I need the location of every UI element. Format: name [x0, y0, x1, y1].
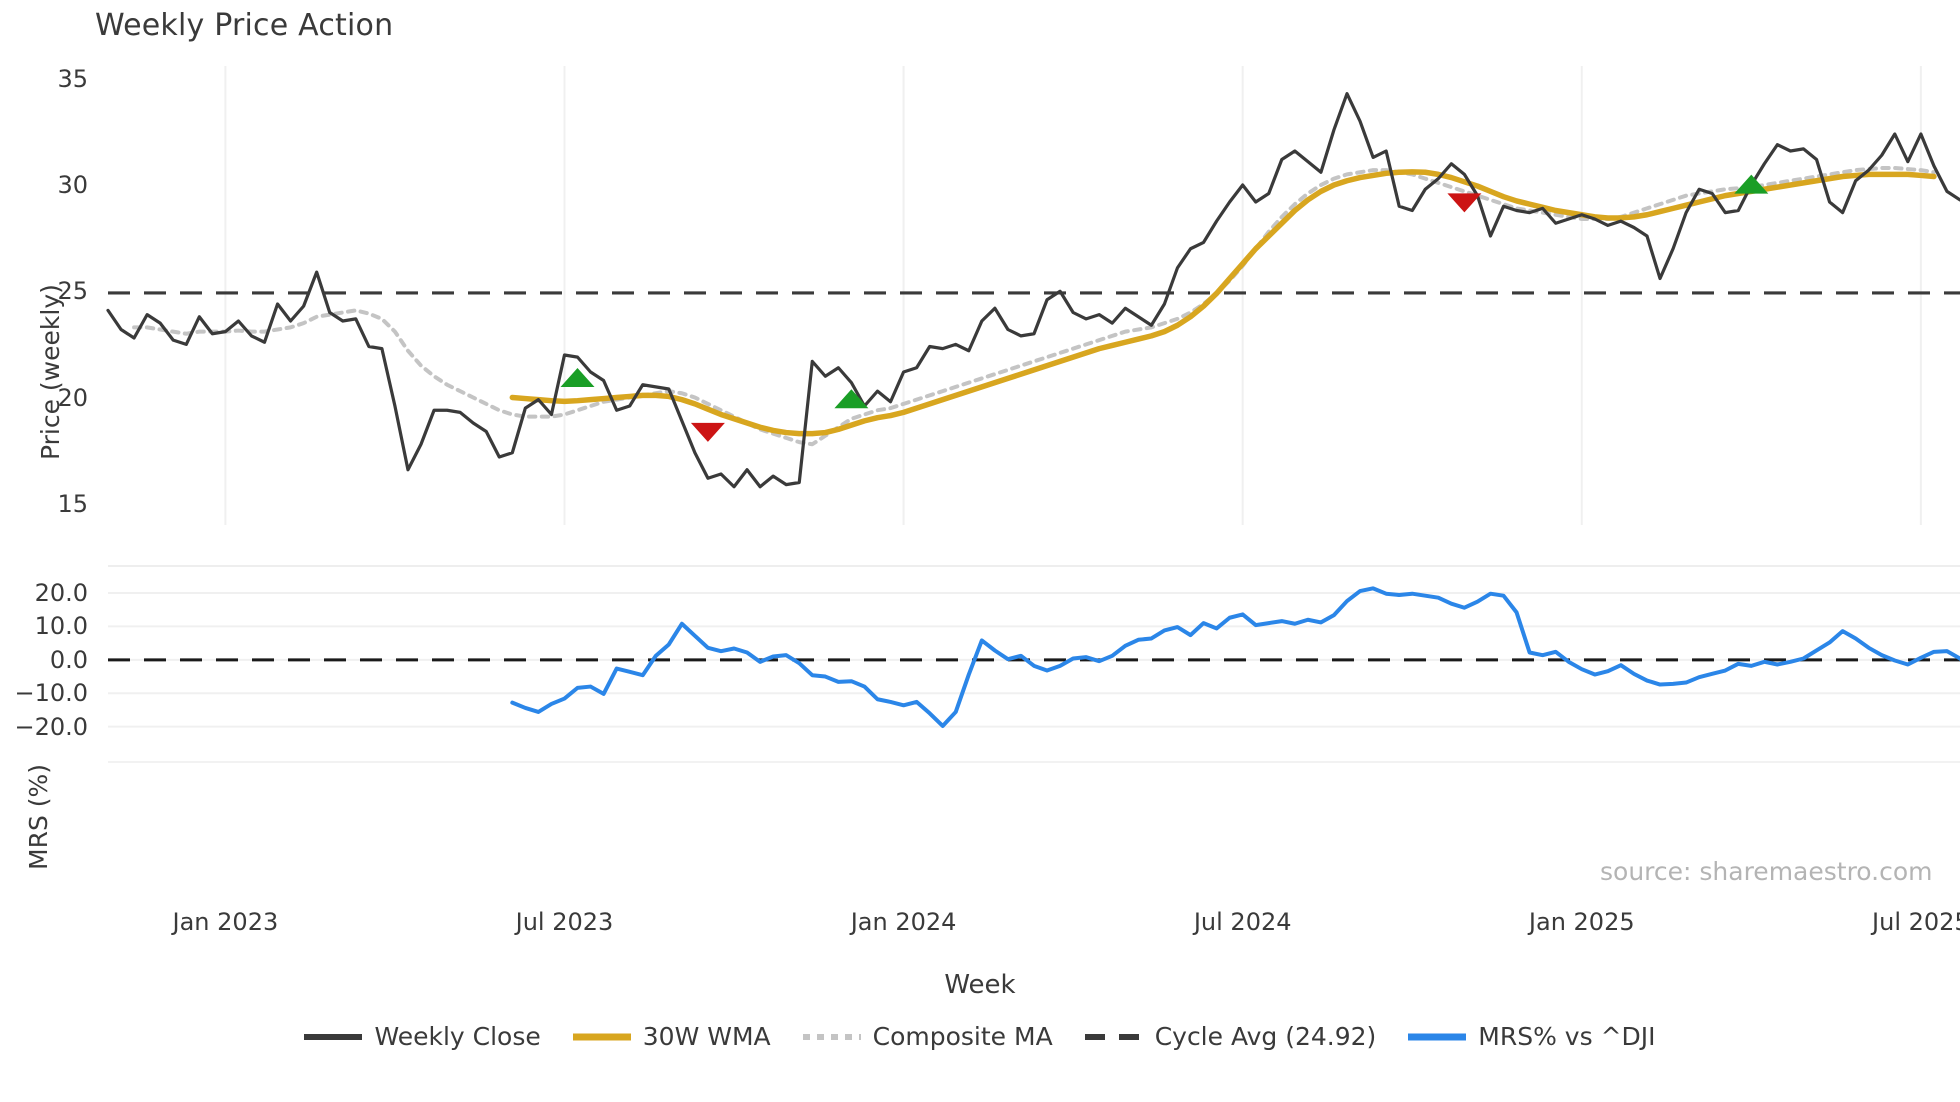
chart-title: Weekly Price Action — [95, 8, 394, 43]
buy-signal-marker — [834, 389, 869, 409]
chart-legend: Weekly Close 30W WMA Composite MA Cycle Avg… — [0, 1022, 1960, 1051]
signal-markers — [560, 174, 1769, 442]
series-mrs-pct — [510, 586, 1960, 728]
price-y-tick-30: 30 — [57, 171, 88, 199]
legend-label: Cycle Avg (24.92) — [1154, 1022, 1377, 1051]
legend-swatch-icon — [304, 1026, 363, 1048]
buy-signal-marker — [560, 368, 595, 387]
price-y-tick-25: 25 — [57, 277, 88, 306]
legend-item-30w-wma[interactable]: 30W WMA — [572, 1022, 771, 1051]
legend-label: MRS% vs ^DJI — [1478, 1022, 1656, 1051]
x-tick-jan-2024: Jan 2024 — [850, 908, 957, 936]
price-y-tick-35: 35 — [57, 64, 88, 93]
mrs-y-tick-20: 20.0 — [34, 579, 88, 608]
sell-signal-marker — [690, 422, 725, 442]
price-y-tick-15: 15 — [57, 489, 88, 518]
x-axis-label: Week — [944, 970, 1016, 1000]
series-weekly-close — [106, 92, 1960, 489]
x-tick-jul-2025: Jul 2025 — [1872, 908, 1960, 936]
legend-label: Weekly Close — [374, 1022, 541, 1051]
legend-item-weekly-close[interactable]: Weekly Close — [304, 1022, 541, 1051]
legend-item-composite-ma[interactable]: Composite MA — [802, 1022, 1053, 1051]
legend-swatch-icon — [802, 1026, 861, 1048]
x-tick-jul-2023: Jul 2023 — [515, 908, 614, 936]
sell-signal-marker — [1447, 193, 1482, 213]
legend-item-mrs-vs-dji[interactable]: MRS% vs ^DJI — [1408, 1022, 1656, 1051]
x-tick-jul-2024: Jul 2024 — [1193, 908, 1292, 936]
mrs-axis-label: MRS (%) — [24, 763, 53, 870]
legend-label: Composite MA — [872, 1022, 1053, 1051]
buy-signal-marker — [1734, 174, 1769, 194]
price-y-tick-20: 20 — [57, 383, 88, 412]
series-composite-ma — [132, 166, 1936, 447]
grid-lines — [108, 66, 1960, 763]
x-tick-jan-2023: Jan 2023 — [172, 908, 279, 936]
series-30w-wma — [509, 169, 1937, 437]
legend-swatch-icon — [1084, 1026, 1143, 1048]
x-tick-jan-2025: Jan 2025 — [1528, 908, 1635, 936]
price-axis-label: Price (weekly) — [36, 284, 65, 460]
legend-item-cycle-avg-24-92[interactable]: Cycle Avg (24.92) — [1084, 1022, 1377, 1051]
mrs-y-tick-10: 10.0 — [34, 612, 88, 641]
legend-label: 30W WMA — [642, 1022, 771, 1051]
mrs-y-tick--20: −20.0 — [14, 712, 88, 741]
mrs-y-tick--10: −10.0 — [14, 679, 88, 708]
legend-swatch-icon — [1408, 1026, 1467, 1048]
source-watermark: source: sharemaestro.com — [1600, 857, 1933, 886]
legend-swatch-icon — [572, 1026, 631, 1048]
mrs-y-tick-0: 0.0 — [49, 645, 88, 674]
